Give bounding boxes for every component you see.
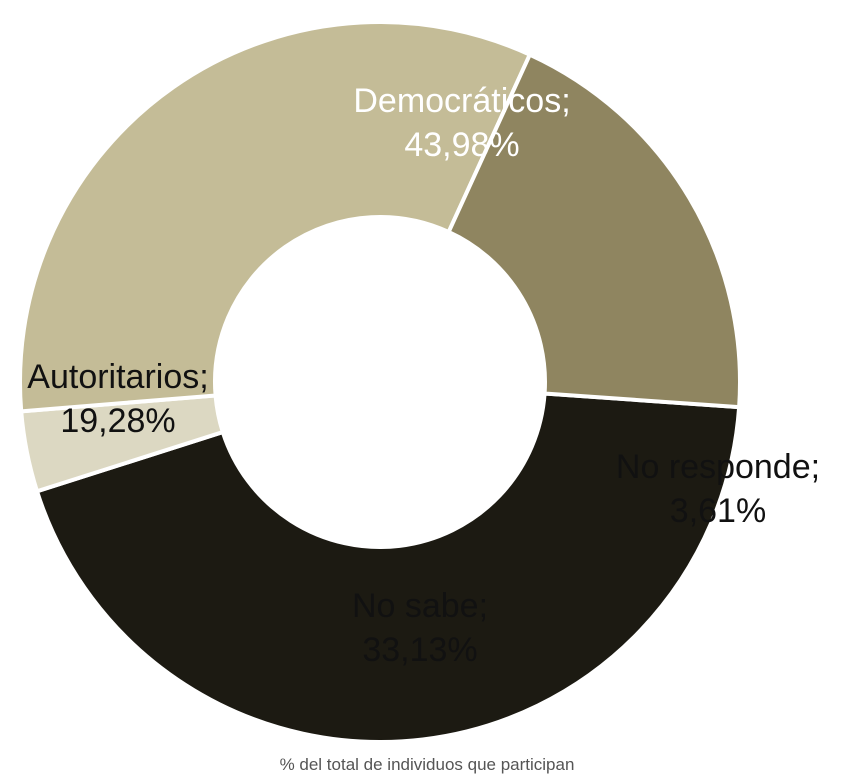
slice-nosabe bbox=[18, 20, 533, 414]
slice-democráticos bbox=[34, 391, 742, 744]
slice-label-name: Autoritarios; bbox=[27, 358, 208, 396]
chart-footnote: % del total de individuos que participan bbox=[279, 755, 575, 774]
slice-label-value: 3,61% bbox=[670, 492, 766, 530]
slice-label-value: 19,28% bbox=[60, 402, 175, 440]
chart-slices bbox=[18, 20, 742, 744]
slice-label-name: No sabe; bbox=[352, 587, 488, 625]
chart-labels: Democráticos; 43,98% No responde; 3,61% No s… bbox=[27, 82, 820, 669]
slice-label-value: 43,98% bbox=[404, 126, 519, 164]
slice-label-name: Democráticos; bbox=[353, 82, 570, 120]
slice-label-value: 33,13% bbox=[362, 631, 477, 669]
slice-label-name: No responde; bbox=[616, 448, 820, 486]
slice-autoritarios bbox=[446, 52, 742, 410]
